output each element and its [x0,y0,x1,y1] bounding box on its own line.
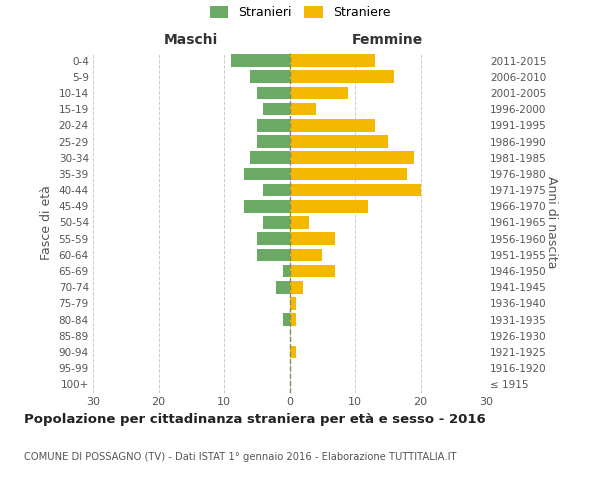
Bar [277,281,290,293]
Bar [257,135,290,148]
Bar [290,281,302,293]
Bar [283,314,290,326]
Bar [283,265,290,278]
Bar [290,346,296,358]
Bar [257,232,290,245]
Bar [263,184,290,196]
Bar [290,168,407,180]
Bar [290,152,414,164]
Bar [290,248,322,261]
Bar [290,184,421,196]
Bar [244,200,290,212]
Bar [290,216,309,229]
Text: COMUNE DI POSSAGNO (TV) - Dati ISTAT 1° gennaio 2016 - Elaborazione TUTTITALIA.I: COMUNE DI POSSAGNO (TV) - Dati ISTAT 1° … [24,452,457,462]
Bar [257,86,290,100]
Bar [263,216,290,229]
Bar [257,248,290,261]
Bar [290,86,349,100]
Bar [290,314,296,326]
Legend: Stranieri, Straniere: Stranieri, Straniere [209,6,391,19]
Text: Maschi: Maschi [164,33,218,47]
Text: Popolazione per cittadinanza straniera per età e sesso - 2016: Popolazione per cittadinanza straniera p… [24,412,486,426]
Bar [290,54,374,67]
Bar [290,200,368,212]
Bar [263,103,290,116]
Y-axis label: Anni di nascita: Anni di nascita [545,176,558,269]
Y-axis label: Fasce di età: Fasce di età [40,185,53,260]
Bar [290,135,388,148]
Bar [257,119,290,132]
Bar [250,152,290,164]
Bar [230,54,290,67]
Bar [290,232,335,245]
Bar [290,265,335,278]
Bar [290,297,296,310]
Text: Femmine: Femmine [352,33,424,47]
Bar [290,119,374,132]
Bar [244,168,290,180]
Bar [290,70,394,83]
Bar [250,70,290,83]
Bar [290,103,316,116]
